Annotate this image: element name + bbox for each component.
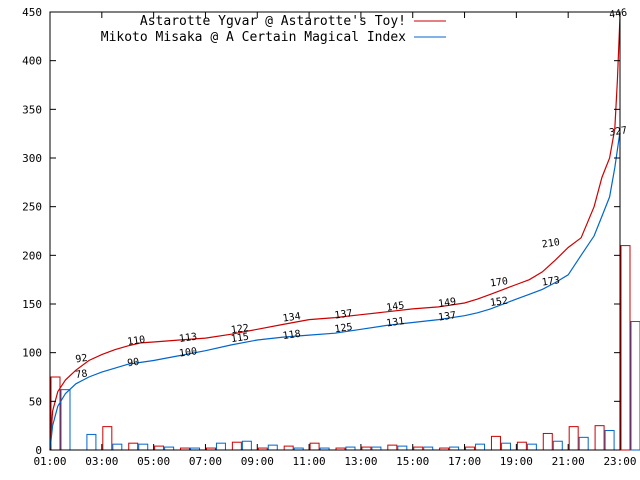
y-tick-label: 150	[22, 298, 42, 311]
data-label: 152	[489, 296, 508, 309]
data-label: 100	[178, 346, 197, 359]
cumulative-lines	[49, 15, 621, 451]
series-line	[49, 15, 621, 451]
y-tick-label: 0	[35, 444, 42, 457]
series-line	[49, 131, 621, 451]
data-label: 145	[386, 300, 405, 313]
y-tick-label: 300	[22, 152, 42, 165]
data-label: 137	[334, 308, 353, 321]
data-label: 446	[609, 7, 628, 20]
x-tick-label: 05:00	[137, 455, 170, 468]
plot-frame	[49, 11, 621, 451]
x-tick-label: 17:00	[448, 455, 481, 468]
data-label: 92	[75, 353, 88, 366]
data-label: 78	[75, 368, 88, 381]
x-tick-label: 07:00	[189, 455, 222, 468]
data-label: 125	[334, 322, 353, 335]
data-label: 170	[489, 276, 508, 289]
x-tick-label: 11:00	[293, 455, 326, 468]
hourly-bar	[630, 321, 640, 451]
x-tick-label: 01:00	[33, 455, 66, 468]
data-label: 118	[282, 329, 301, 342]
data-labels: 92 110 113 122 134 137 145 149 170 210 446 78 90 100 1…	[75, 7, 628, 381]
data-label: 115	[230, 332, 249, 345]
y-axis: 0 50 100 150 200 250 300 350 400 450	[22, 6, 620, 457]
data-label: 90	[127, 357, 140, 370]
data-label: 173	[541, 275, 560, 288]
data-label: 122	[230, 323, 249, 336]
data-label: 113	[178, 332, 197, 345]
x-tick-label: 15:00	[396, 455, 429, 468]
legend-label-astarotte: Astarotte Ygvar @ Astarotte's Toy!	[140, 14, 406, 29]
y-tick-label: 50	[29, 395, 42, 408]
x-tick-label: 03:00	[85, 455, 118, 468]
y-tick-label: 450	[22, 6, 42, 19]
data-label: 131	[386, 316, 405, 329]
x-tick-label: 19:00	[500, 455, 533, 468]
x-axis: 01:00 03:00 05:00 07:00 09:00 11:00 13:00 15:00…	[33, 12, 637, 468]
legend: Astarotte Ygvar @ Astarotte's Toy! Mikot…	[101, 14, 446, 45]
y-tick-label: 100	[22, 347, 42, 360]
x-tick-label: 21:00	[552, 455, 585, 468]
data-label: 137	[438, 310, 457, 323]
x-tick-label: 13:00	[344, 455, 377, 468]
data-label: 134	[282, 311, 301, 324]
y-tick-label: 250	[22, 201, 42, 214]
y-tick-label: 400	[22, 55, 42, 68]
y-tick-label: 200	[22, 249, 42, 262]
legend-label-mikoto: Mikoto Misaka @ A Certain Magical Index	[101, 30, 406, 45]
data-label: 210	[541, 237, 560, 250]
x-tick-label: 09:00	[241, 455, 274, 468]
hourly-bar	[620, 245, 631, 451]
data-label: 149	[438, 297, 457, 310]
y-tick-label: 350	[22, 103, 42, 116]
data-label: 327	[609, 125, 628, 138]
data-label: 110	[127, 334, 146, 347]
x-tick-label: 23:00	[603, 455, 636, 468]
